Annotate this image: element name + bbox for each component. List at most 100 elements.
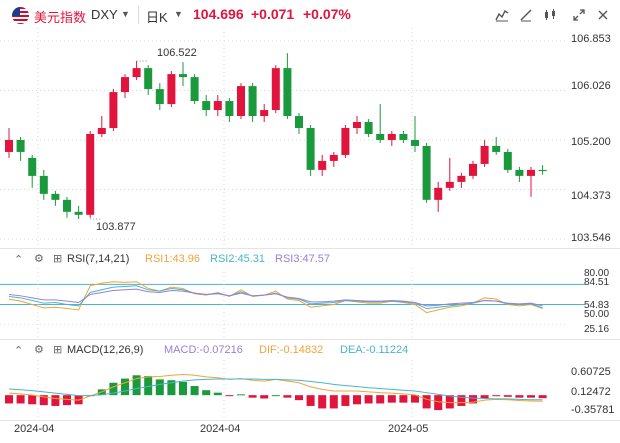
macd-histogram-bar xyxy=(28,395,37,405)
candle-body xyxy=(399,133,408,140)
macd-chart[interactable] xyxy=(0,360,620,420)
indicator-icon[interactable] xyxy=(493,6,511,24)
candle-body xyxy=(28,157,37,176)
period-dropdown-icon[interactable]: ▼ xyxy=(174,9,183,19)
macd-histogram-bar xyxy=(155,379,164,396)
macd-histogram-bar xyxy=(237,394,245,396)
dea-line xyxy=(8,378,543,401)
macd-histogram-bar xyxy=(480,395,489,399)
collapse-icon[interactable]: ⌃ xyxy=(14,254,24,266)
candle-body xyxy=(5,139,13,152)
candle-body xyxy=(97,127,106,134)
chart-type-icon[interactable] xyxy=(541,6,559,24)
macd-histogram-bar xyxy=(364,395,373,404)
macd-histogram-bar xyxy=(167,380,176,396)
candle-body xyxy=(155,89,164,105)
ranking-icon[interactable]: ⊞ xyxy=(53,253,63,265)
ranking-icon[interactable]: ⊞ xyxy=(53,344,63,356)
candle-body xyxy=(527,169,535,176)
rsi2-line xyxy=(8,285,543,310)
time-axis-label: 2024-05 xyxy=(388,423,429,435)
macd-histogram-bar xyxy=(492,395,501,397)
fullscreen-icon[interactable] xyxy=(570,6,588,24)
macd-histogram-bar xyxy=(225,395,234,397)
candle-body xyxy=(306,127,315,170)
macd-axis-label: 0.60725 xyxy=(571,366,611,378)
candle-body xyxy=(422,145,431,200)
candle-body xyxy=(74,211,83,215)
macd-histogram-bar xyxy=(399,395,408,403)
macd-histogram-bar xyxy=(39,395,48,406)
price-change: +0.071 xyxy=(251,6,295,22)
last-price: 104.696 xyxy=(193,6,244,22)
macd-histogram-bar xyxy=(329,395,338,409)
macd-title: MACD(12,26,9) xyxy=(67,344,144,356)
candle-body xyxy=(318,160,327,170)
macd-histogram-bar xyxy=(5,395,13,404)
macd-histogram-bar xyxy=(16,395,25,404)
macd-axis-label: 0.12472 xyxy=(571,386,611,398)
candle-body xyxy=(144,68,153,90)
symbol-code[interactable]: DXY xyxy=(91,7,118,22)
macd-histogram-bar xyxy=(515,395,524,398)
candle-body xyxy=(434,187,443,200)
candle-body xyxy=(492,145,501,152)
candle-body xyxy=(387,133,396,140)
rsi-axis-label: 50.00 xyxy=(584,309,610,320)
rsi-axis-label: 54.83 xyxy=(584,300,610,311)
macd-histogram-bar xyxy=(527,395,535,398)
period-selector[interactable]: 日K xyxy=(146,10,168,25)
macd-histogram-bar xyxy=(318,395,327,409)
candle-body xyxy=(109,92,118,128)
settings-icon[interactable]: ⚙ xyxy=(34,253,44,265)
settings-icon[interactable]: ⚙ xyxy=(34,344,44,356)
dif-value: DIF:-0.14832 xyxy=(259,344,324,356)
candle-body xyxy=(167,74,176,105)
time-axis-label: 2024-04 xyxy=(14,423,55,435)
macd-histogram-bar xyxy=(341,395,350,406)
rsi3-value: RSI3:47.57 xyxy=(275,253,331,265)
macd-histogram-bar xyxy=(63,395,71,406)
price-axis-label: 104.373 xyxy=(571,190,611,202)
candle-body xyxy=(179,74,187,78)
us-flag-icon xyxy=(12,7,29,24)
candle-body xyxy=(353,122,361,128)
drawing-icon[interactable] xyxy=(517,6,535,24)
candle-body xyxy=(190,77,199,102)
close-icon[interactable] xyxy=(594,6,612,24)
rsi-chart[interactable] xyxy=(0,268,620,338)
price-axis-label: 106.853 xyxy=(571,33,611,45)
time-axis-line xyxy=(0,420,620,421)
candle-body xyxy=(51,193,60,200)
macd-histogram-bar xyxy=(353,395,361,405)
low-price-label: 103.877 xyxy=(96,221,136,233)
macd-value: MACD:-0.07216 xyxy=(164,344,243,356)
rsi1-value: RSI1:43.96 xyxy=(145,253,201,265)
macd-histogram-bar xyxy=(121,378,129,396)
candle-body xyxy=(237,86,245,117)
time-axis-label: 2024-04 xyxy=(200,423,241,435)
candle-body xyxy=(260,110,269,117)
candlestick-chart[interactable] xyxy=(0,28,620,248)
candle-body xyxy=(538,169,547,172)
candle-body xyxy=(86,133,95,215)
rsi2-value: RSI2:45.31 xyxy=(210,253,266,265)
macd-histogram-bar xyxy=(248,395,257,398)
macd-histogram-bar xyxy=(51,395,60,406)
macd-axis-label: -0.35781 xyxy=(571,404,615,416)
macd-histogram-bar xyxy=(457,395,466,406)
candle-body xyxy=(480,145,489,164)
macd-histogram-bar xyxy=(202,390,211,396)
candle-body xyxy=(515,169,524,176)
candle-body xyxy=(411,139,419,146)
symbol-name[interactable]: 美元指数 xyxy=(34,10,87,25)
candle-body xyxy=(248,86,257,117)
macd-histogram-bar xyxy=(376,395,385,404)
macd-histogram-bar xyxy=(422,395,431,409)
macd-histogram-bar xyxy=(144,376,153,396)
symbol-dropdown-icon[interactable]: ▼ xyxy=(121,9,130,19)
macd-histogram-bar xyxy=(434,395,443,411)
collapse-icon[interactable]: ⌃ xyxy=(14,345,24,357)
candle-body xyxy=(225,101,234,117)
chart-header: 美元指数 DXY ▼ 日K ▼ 104.696 +0.071 +0.07% xyxy=(0,0,620,30)
